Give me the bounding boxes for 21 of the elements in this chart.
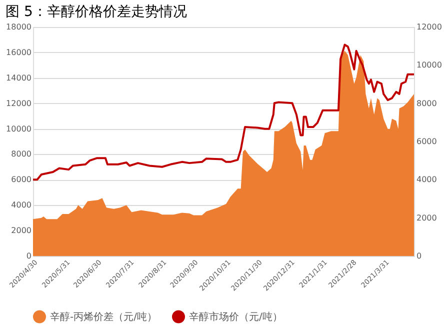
y2-tick-label: 2000 [416, 213, 437, 222]
y2-tick-label: 12000 [416, 22, 442, 32]
legend-label: 辛醇市场价（元/吨） [189, 310, 282, 323]
y2-tick-label: 10000 [416, 60, 442, 70]
y-tick-label: 12000 [6, 98, 32, 108]
y-tick-label: 4000 [11, 200, 32, 210]
line-series [32, 44, 415, 181]
y2-tick-label: 4000 [416, 175, 437, 184]
y-tick-label: 8000 [11, 150, 32, 159]
y2-tick-label: 6000 [416, 137, 437, 146]
y-tick-label: 16000 [6, 48, 32, 57]
y-tick-label: 0 [26, 252, 32, 260]
y-tick-label: 18000 [6, 22, 32, 32]
y-tick-label: 2000 [11, 226, 32, 236]
chart-title: 图 5：辛醇价格价差走势情况 [6, 4, 187, 20]
y2-tick-label: 8000 [416, 98, 437, 108]
y-tick-label: 10000 [6, 124, 32, 134]
y-tick-label: 6000 [11, 175, 32, 184]
legend-label: 辛醇-丙烯价差（元/吨） [50, 310, 157, 323]
y-tick-label: 14000 [6, 73, 32, 82]
y2-tick-label: 0 [416, 252, 422, 260]
